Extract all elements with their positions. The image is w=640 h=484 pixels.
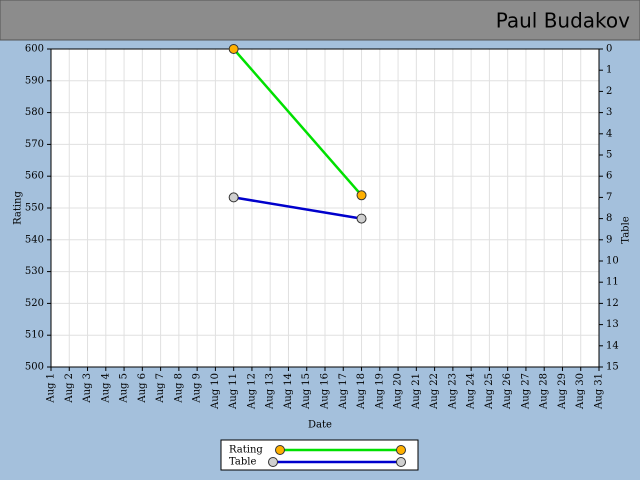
x-tick-label: Aug 4	[100, 373, 111, 404]
x-tick-label: Aug 25	[484, 373, 495, 410]
y2-tick-label: 15	[606, 362, 619, 373]
legend-marker	[268, 457, 278, 467]
plot-border	[50, 48, 600, 368]
y2-tick-label: 10	[606, 256, 619, 267]
series-line	[233, 196, 362, 220]
y-axis-label: Rating	[13, 191, 24, 225]
point	[228, 44, 239, 54]
x-tick-label: Aug 31	[594, 373, 605, 410]
x-tick-label: Aug 29	[557, 373, 568, 410]
y-tick-label: 600	[25, 44, 44, 55]
series-line	[232, 48, 363, 197]
x-tick-label: Aug 17	[338, 373, 349, 410]
y2-tick-label: 3	[606, 107, 612, 118]
legend-marker	[396, 457, 406, 467]
x-tick-label: Aug 7	[155, 373, 166, 404]
y2-axis-label: Table	[621, 216, 632, 243]
legend-marker	[275, 445, 285, 455]
x-axis-label: Date	[308, 420, 332, 431]
x-tick-label: Aug 20	[393, 373, 404, 410]
x-tick-label: Aug 12	[246, 373, 257, 410]
x-tick-label: Aug 11	[228, 373, 239, 410]
legend	[220, 439, 419, 471]
x-tick-label: Aug 28	[539, 373, 550, 410]
y-tick-label: 570	[25, 139, 44, 150]
y-tick-label: 560	[25, 171, 44, 182]
x-tick-label: Aug 10	[210, 373, 221, 410]
chart-title: Paul Budakov	[496, 9, 630, 33]
x-tick-label: Aug 21	[411, 373, 422, 410]
y2-tick-label: 12	[606, 298, 619, 309]
point	[356, 213, 367, 224]
y2-tick-label: 2	[606, 86, 612, 97]
y2-tick-label: 5	[606, 150, 612, 161]
y2-tick-label: 7	[606, 192, 612, 203]
legend-label: Rating	[229, 445, 263, 456]
y-tick-label: 550	[25, 203, 44, 214]
y2-tick-label: 14	[606, 340, 619, 351]
y-tick-label: 590	[25, 75, 44, 86]
x-tick-label: Aug 13	[265, 373, 276, 410]
x-tick-label: Aug 26	[502, 373, 513, 410]
y-tick-label: 540	[25, 234, 44, 245]
x-tick-label: Aug 15	[301, 373, 312, 410]
y2-tick-label: 11	[606, 277, 619, 288]
y2-tick-label: 8	[606, 213, 612, 224]
y-tick-label: 510	[25, 330, 44, 341]
y2-tick-label: 13	[606, 319, 619, 330]
x-tick-label: Aug 22	[429, 373, 440, 410]
point	[228, 192, 239, 203]
x-tick-label: Aug 18	[356, 373, 367, 410]
y-tick-label: 530	[25, 266, 44, 277]
x-tick-label: Aug 23	[447, 373, 458, 410]
x-tick-label: Aug 1	[46, 373, 57, 404]
y-tick-label: 580	[25, 107, 44, 118]
legend-marker	[396, 445, 406, 455]
x-tick-label: Aug 5	[119, 373, 130, 404]
x-tick-label: Aug 6	[137, 373, 148, 404]
y2-tick-label: 4	[606, 128, 612, 139]
x-tick-label: Aug 9	[192, 373, 203, 404]
x-tick-label: Aug 19	[374, 373, 385, 410]
y2-tick-label: 9	[606, 234, 612, 245]
header	[0, 0, 640, 41]
x-tick-label: Aug 8	[173, 373, 184, 404]
legend-label: Table	[229, 457, 256, 468]
y2-tick-label: 0	[606, 44, 612, 55]
x-tick-label: Aug 27	[520, 373, 531, 410]
x-tick-label: Aug 16	[320, 373, 331, 410]
y-tick-label: 500	[25, 362, 44, 373]
x-tick-label: Aug 3	[82, 373, 93, 404]
y2-tick-label: 1	[606, 65, 612, 76]
x-tick-label: Aug 24	[466, 373, 477, 410]
point	[356, 190, 367, 201]
x-tick-label: Aug 14	[283, 373, 294, 410]
x-tick-label: Aug 30	[575, 373, 586, 410]
x-tick-label: Aug 2	[64, 373, 75, 404]
y2-tick-label: 6	[606, 171, 612, 182]
y-tick-label: 520	[25, 298, 44, 309]
